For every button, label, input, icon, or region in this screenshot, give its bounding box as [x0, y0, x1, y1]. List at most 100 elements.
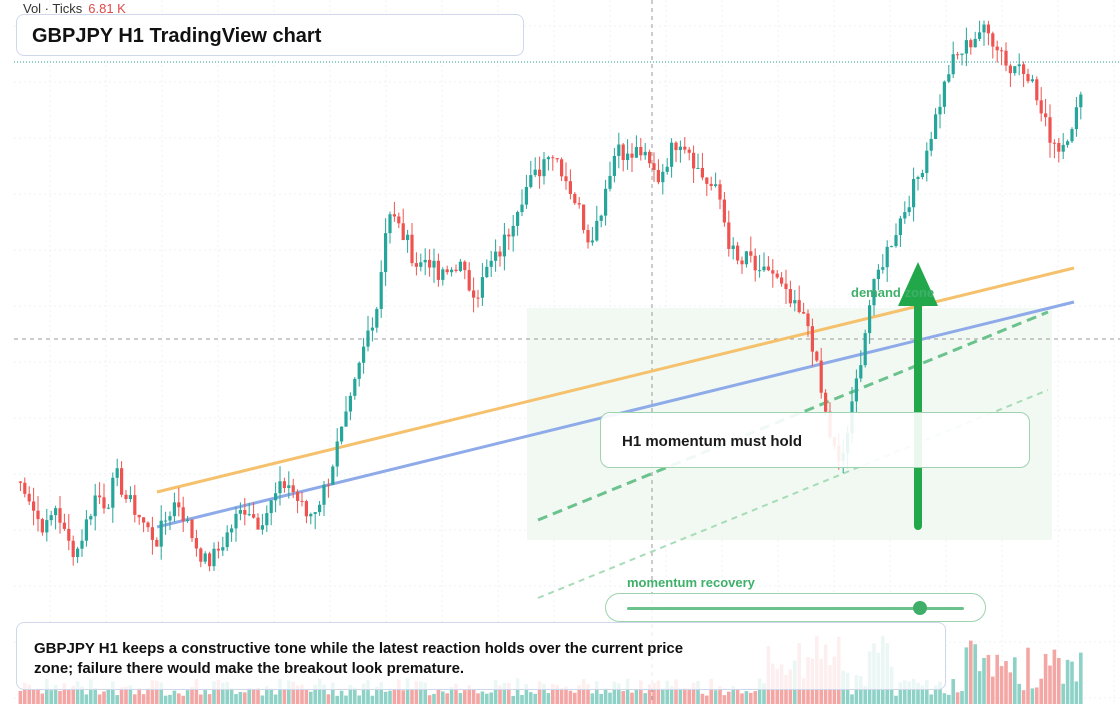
volume-bar [251, 688, 256, 704]
candle-body [89, 516, 93, 520]
volume-bar [1048, 665, 1052, 704]
candle-body [304, 501, 308, 517]
volume-bar [986, 654, 991, 704]
candle-body [560, 159, 564, 177]
candle-body [775, 273, 779, 278]
candle-body [256, 517, 260, 530]
volume-bar [991, 676, 995, 704]
volume-bar [463, 690, 467, 704]
volume-bar [282, 689, 287, 704]
volume-bar [401, 690, 405, 704]
volume-bar [375, 686, 379, 704]
volume-bar [357, 695, 361, 704]
candle-body [898, 218, 902, 236]
candle-body [335, 441, 339, 467]
volume-bar [93, 687, 97, 704]
volume-bar [370, 695, 375, 704]
candle-body [32, 501, 36, 511]
candle-body [916, 177, 920, 180]
volume-bar [669, 686, 674, 704]
volume-bar [524, 684, 529, 704]
volume-bar [916, 682, 920, 704]
candle-body [854, 378, 858, 402]
momentum-slider[interactable] [605, 593, 986, 622]
candle-body [942, 81, 946, 107]
volume-bar [608, 692, 612, 704]
candle-body [278, 481, 282, 494]
candle-body [810, 326, 814, 352]
volume-bar [801, 678, 806, 704]
momentum-slider-track [627, 607, 964, 610]
volume-bar [687, 688, 691, 704]
candle-body [718, 184, 722, 200]
volume-bar [427, 695, 432, 704]
volume-bar [397, 679, 401, 704]
candle-body [859, 365, 863, 379]
volume-bar [1039, 678, 1043, 704]
candle-body [494, 251, 498, 261]
volume-bar [216, 679, 221, 704]
candle-body [824, 392, 828, 412]
volume-bar [955, 692, 960, 704]
candle-body [1017, 64, 1021, 67]
candle-body [797, 300, 801, 313]
candle-body [252, 514, 256, 518]
candle-body [58, 508, 62, 523]
candle-body [388, 214, 392, 234]
candle-body [194, 538, 198, 549]
volume-bar [313, 684, 317, 704]
candle-body [498, 251, 502, 257]
volume-bar [269, 688, 273, 704]
candle-body [586, 229, 590, 243]
candle-body [744, 251, 748, 265]
volume-bar [502, 683, 507, 704]
candle-body [564, 176, 568, 182]
candle-body [362, 346, 366, 363]
candle-body [626, 153, 630, 161]
volume-bar [1065, 659, 1070, 704]
candle-body [445, 269, 449, 273]
candle-body [410, 234, 414, 264]
candle-body [960, 53, 964, 55]
volume-bar [225, 681, 229, 704]
volume-bar [273, 694, 278, 704]
candle-body [296, 492, 300, 501]
candle-body [23, 482, 27, 494]
volume-bar [678, 688, 683, 704]
candle-body [208, 553, 212, 567]
volume-bar [392, 689, 397, 704]
candle-body [973, 38, 977, 48]
chart-title: GBPJPY H1 TradingView chart [32, 25, 322, 47]
candle-body [309, 513, 313, 517]
candle-body [1000, 50, 1004, 52]
volume-bar [942, 693, 947, 704]
volume-bar [740, 693, 744, 704]
candle-body [1066, 141, 1070, 145]
volume-bar [419, 681, 423, 704]
candle-body [511, 225, 515, 237]
volume-bar [212, 681, 216, 704]
candle-body [146, 522, 150, 528]
candle-body [749, 251, 753, 256]
volume-bar [1061, 683, 1065, 704]
candle-body [1004, 50, 1008, 66]
volume-bar [555, 684, 559, 704]
candle-body [938, 106, 942, 115]
volume-bar [713, 690, 718, 704]
candle-body [524, 187, 528, 205]
volume-bar [445, 693, 449, 704]
momentum-slider-knob[interactable] [913, 601, 928, 615]
candle-body [705, 177, 709, 184]
volume-bar [731, 686, 735, 704]
candle-body [1048, 117, 1052, 143]
volume-bar [31, 689, 36, 704]
candle-body [1057, 143, 1061, 152]
volume-bar [1008, 672, 1013, 704]
candle-body [656, 169, 660, 183]
volume-bar [559, 688, 564, 704]
candle-body [93, 495, 97, 517]
volume-bar [894, 695, 898, 704]
volume-bar [999, 666, 1004, 704]
candle-body [414, 263, 418, 267]
candle-body [951, 54, 955, 75]
